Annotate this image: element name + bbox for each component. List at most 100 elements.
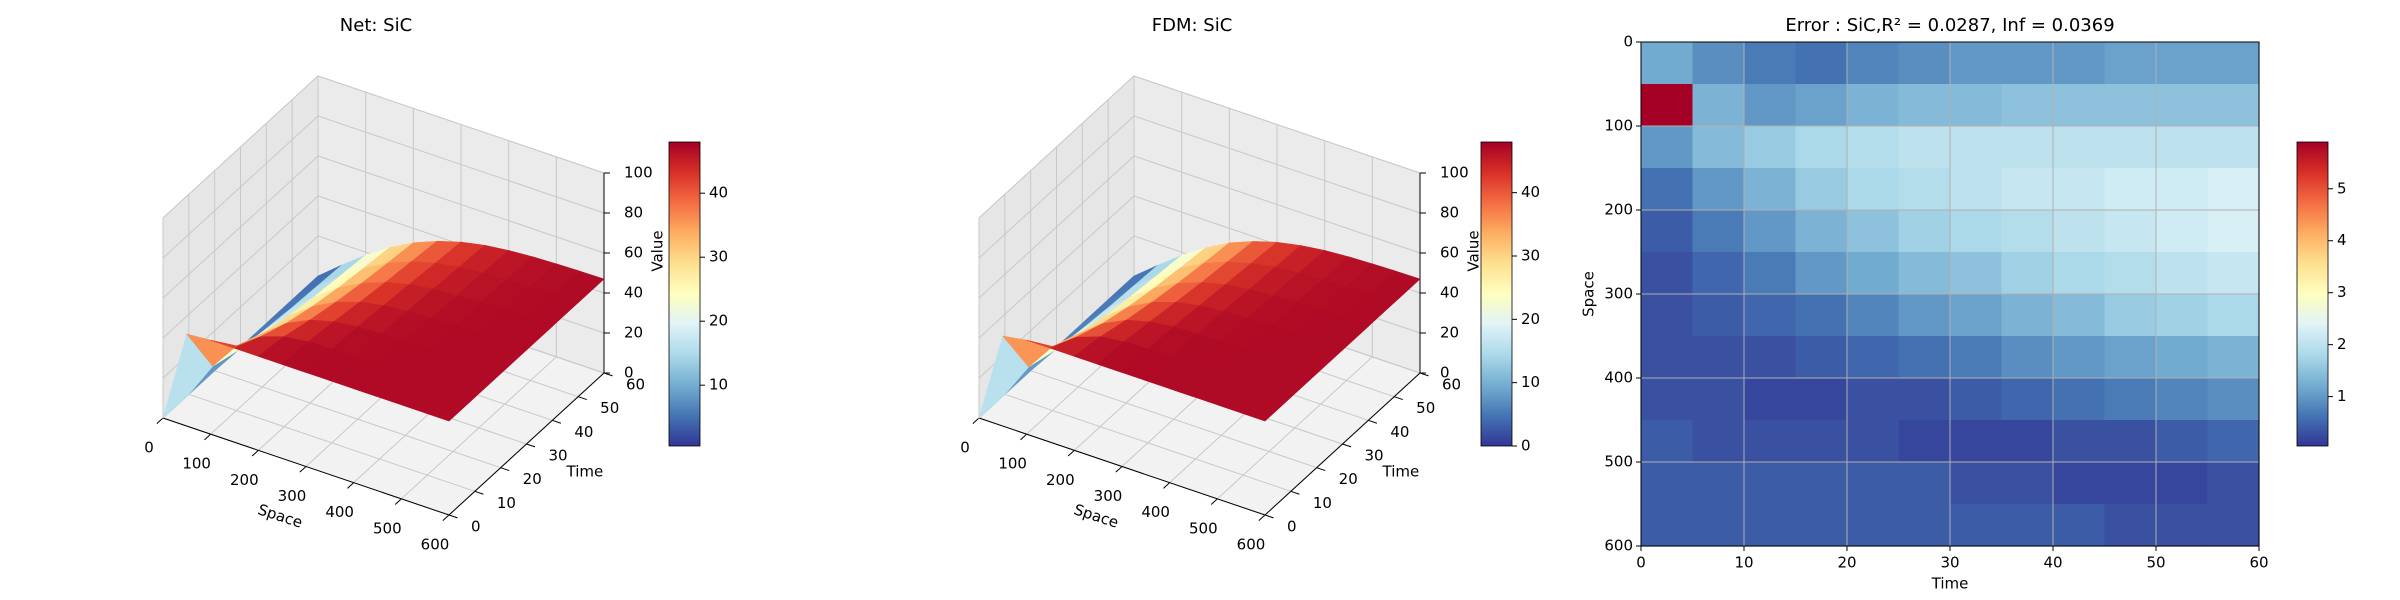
heatmap-cell bbox=[2156, 504, 2209, 547]
heatmap-cell bbox=[2001, 378, 2054, 421]
x-tick bbox=[299, 466, 307, 473]
heatmap-cell bbox=[1898, 210, 1951, 253]
colorbar bbox=[2296, 141, 2329, 447]
heatmap-cell bbox=[1795, 210, 1848, 253]
heatmap-cell bbox=[1795, 420, 1848, 463]
grid-line bbox=[162, 155, 319, 299]
y-tick bbox=[500, 467, 510, 472]
heatmap-cell bbox=[1847, 504, 1900, 547]
heatmap-cell bbox=[2053, 210, 2106, 253]
heatmap-cell bbox=[2104, 168, 2157, 211]
x-tick-label: 30 bbox=[1940, 554, 1959, 572]
x-tick-label: 20 bbox=[1837, 554, 1856, 572]
x-tick-label: 600 bbox=[1237, 536, 1266, 554]
heatmap-cell bbox=[2001, 294, 2054, 337]
heatmap-cell bbox=[1847, 252, 1900, 295]
heatmap-cell bbox=[1744, 336, 1797, 379]
y-axis-line bbox=[1264, 372, 1421, 516]
heatmap-cell bbox=[1692, 420, 1745, 463]
y-tick-label: 50 bbox=[1416, 399, 1435, 417]
z-tick-label: 80 bbox=[624, 204, 643, 222]
heatmap-cell bbox=[1898, 168, 1951, 211]
colorbar-tick-label: 2 bbox=[2337, 335, 2347, 353]
heatmap-cell bbox=[1847, 168, 1900, 211]
heatmap-cell bbox=[2207, 294, 2260, 337]
heatmap-cell bbox=[1641, 504, 1694, 547]
surface-cell bbox=[1240, 388, 1292, 422]
heatmap-cell bbox=[2207, 504, 2260, 547]
heatmap-cell bbox=[1641, 294, 1694, 337]
heatmap-cell bbox=[1744, 420, 1797, 463]
y-tick-label: 40 bbox=[574, 423, 593, 441]
x-axis-line bbox=[978, 417, 1266, 516]
heatmap-cell bbox=[1950, 126, 2003, 169]
heatmap-cell bbox=[1950, 336, 2003, 379]
x-tick-label: 600 bbox=[421, 536, 450, 554]
grid-line bbox=[1133, 75, 1421, 174]
colorbar-tick-label: 10 bbox=[1521, 373, 1540, 391]
heatmap-cell bbox=[2207, 210, 2260, 253]
heatmap-cell bbox=[1950, 168, 2003, 211]
y-axis-line bbox=[448, 372, 605, 516]
heatmap-cell bbox=[1847, 336, 1900, 379]
x-tick-label: 60 bbox=[2249, 554, 2268, 572]
heatmap-cell bbox=[2104, 462, 2157, 505]
x-tick-label: 200 bbox=[230, 471, 259, 489]
y-tick bbox=[474, 490, 484, 495]
z-tick-label: 80 bbox=[1440, 204, 1459, 222]
heatmap-cell bbox=[1641, 42, 1694, 85]
x-tick bbox=[347, 482, 355, 489]
x-tick bbox=[251, 449, 259, 457]
heatmap-cell bbox=[1898, 42, 1951, 85]
heatmap-cell bbox=[2156, 420, 2209, 463]
heatmap-cell bbox=[1795, 252, 1848, 295]
grid-line bbox=[978, 75, 1135, 219]
heatmap-cell bbox=[1692, 210, 1745, 253]
heatmap-cell bbox=[1744, 84, 1797, 127]
heatmap-cell bbox=[1847, 84, 1900, 127]
z-axis-label: Value bbox=[1465, 230, 1483, 271]
heatmap-cell bbox=[1744, 504, 1797, 547]
heatmap-cell bbox=[1795, 336, 1848, 379]
x-tick-label: 0 bbox=[1636, 554, 1646, 572]
x-tick bbox=[972, 417, 980, 425]
grid-line bbox=[978, 155, 1135, 299]
colorbar-tick-label: 30 bbox=[709, 248, 728, 266]
heatmap-cell bbox=[1641, 252, 1694, 295]
heatmap-cell bbox=[1898, 504, 1951, 547]
heatmap-cell bbox=[2104, 420, 2157, 463]
heatmap-cell bbox=[2053, 336, 2106, 379]
grid-line bbox=[978, 195, 1135, 339]
heatmap-cell bbox=[1795, 42, 1848, 85]
heatmap-cell bbox=[1692, 168, 1745, 211]
heatmap-cell bbox=[2207, 420, 2260, 463]
grid-line bbox=[1133, 155, 1421, 254]
heatmap-cell bbox=[2053, 42, 2106, 85]
y-tick-label: 20 bbox=[1339, 470, 1358, 488]
x-tick bbox=[1163, 482, 1171, 489]
heatmap-cell bbox=[1898, 420, 1951, 463]
heatmap-cell bbox=[2104, 252, 2157, 295]
grid-line bbox=[317, 75, 605, 174]
x-tick bbox=[1258, 514, 1266, 522]
z-tick-label: 100 bbox=[1440, 164, 1469, 182]
heatmap-cell bbox=[1744, 294, 1797, 337]
y-tick bbox=[448, 514, 458, 519]
x-tick-label: 500 bbox=[1189, 519, 1218, 537]
y-tick bbox=[1394, 396, 1403, 401]
heatmap-cell bbox=[2053, 462, 2106, 505]
heatmap-cell bbox=[2156, 294, 2209, 337]
heatmap-cell bbox=[1795, 504, 1848, 547]
x-tick bbox=[1020, 433, 1028, 441]
colorbar-tick-label: 30 bbox=[1521, 247, 1540, 265]
y-tick-label: 500 bbox=[1604, 453, 1633, 471]
heatmap-cell bbox=[2156, 378, 2209, 421]
heatmap-cell bbox=[2207, 378, 2260, 421]
x-tick-label: 400 bbox=[1141, 503, 1170, 521]
heatmap-cell bbox=[1898, 378, 1951, 421]
z-tick-label: 20 bbox=[1440, 324, 1459, 342]
heatmap-cell bbox=[2001, 462, 2054, 505]
heatmap-cell bbox=[1744, 210, 1797, 253]
colorbar bbox=[1480, 141, 1513, 447]
heatmap-cell bbox=[2207, 252, 2260, 295]
